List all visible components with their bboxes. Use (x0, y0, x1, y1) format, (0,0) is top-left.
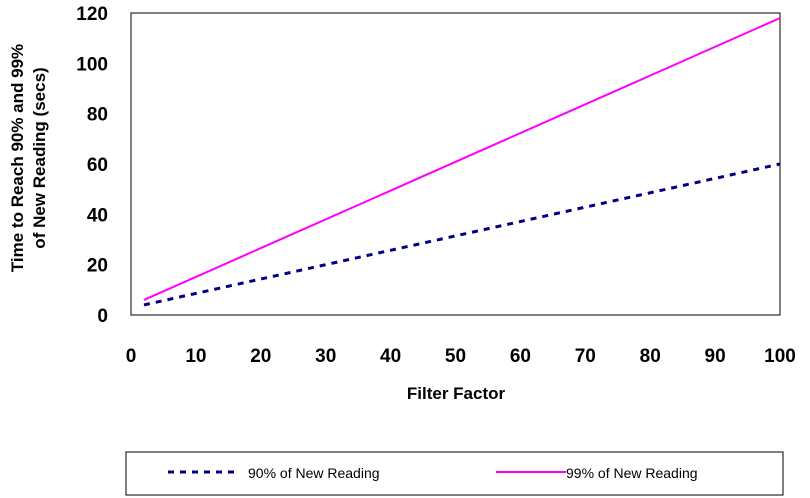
x-tick-label: 10 (185, 346, 206, 367)
y-tick-labels: 0 20 40 60 80 100 120 (76, 4, 108, 327)
x-tick-label: 70 (575, 346, 596, 367)
x-tick-label: 100 (764, 346, 796, 367)
legend-frame (125, 451, 784, 496)
x-tick-label: 30 (315, 346, 336, 367)
legend: 90% of New Reading 99% of New Reading (125, 451, 784, 496)
x-tick-label: 20 (250, 346, 271, 367)
y-tick-label: 0 (97, 306, 108, 327)
plot-area (130, 12, 781, 316)
legend-label-99: 99% of New Reading (566, 465, 698, 481)
y-axis-title-line-1: Time to Reach 90% and 99% (8, 44, 27, 272)
y-tick-label: 20 (87, 256, 108, 277)
y-tick-label: 80 (87, 105, 108, 126)
x-tick-label: 90 (705, 346, 726, 367)
x-tick-label: 40 (380, 346, 401, 367)
plot-frame (130, 12, 781, 316)
y-tick-label: 120 (76, 4, 108, 25)
x-tick-label: 80 (640, 346, 661, 367)
series-line-90 (143, 162, 781, 307)
y-axis-title-line-2: of New Reading (secs) (30, 67, 49, 248)
x-tick-label: 0 (126, 346, 137, 367)
y-tick-label: 40 (87, 205, 108, 226)
x-axis-title: Filter Factor (407, 384, 506, 403)
x-tick-labels: 0 10 20 30 40 50 60 70 80 90 100 (126, 346, 796, 367)
y-tick-label: 60 (87, 155, 108, 176)
y-axis-title: Time to Reach 90% and 99% of New Reading… (8, 44, 49, 272)
series-line-99 (143, 17, 781, 301)
legend-label-90: 90% of New Reading (248, 465, 380, 481)
y-tick-label: 100 (76, 54, 108, 75)
series-layer (143, 17, 781, 307)
x-tick-label: 60 (510, 346, 531, 367)
x-tick-label: 50 (445, 346, 466, 367)
